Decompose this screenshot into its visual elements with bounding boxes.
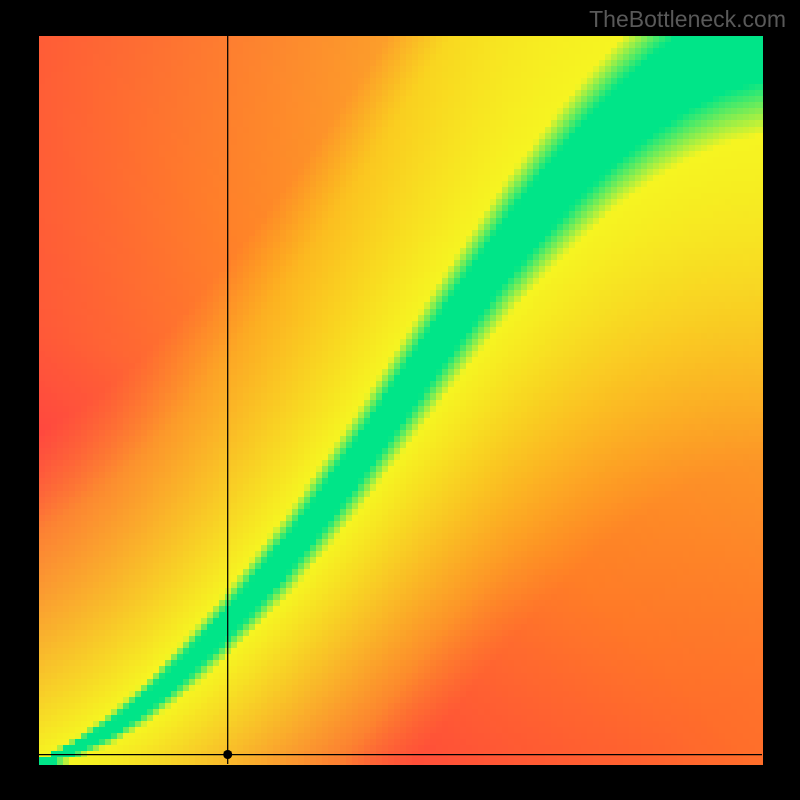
watermark-text: TheBottleneck.com xyxy=(589,6,786,33)
heatmap-plot xyxy=(0,0,800,800)
